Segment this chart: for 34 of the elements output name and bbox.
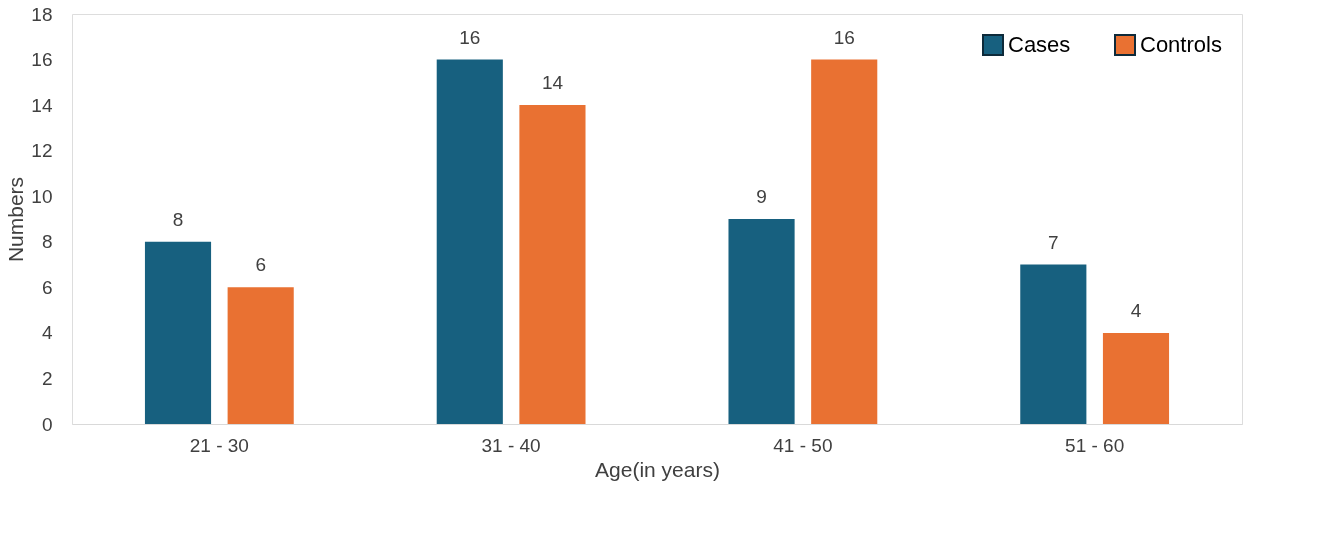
x-tick-label: 21 - 30 [189, 434, 249, 456]
bar [1020, 264, 1087, 424]
data-label: 16 [833, 26, 855, 48]
x-tick-label: 31 - 40 [481, 434, 541, 456]
bar [1102, 332, 1170, 424]
legend-label: Cases [1008, 32, 1071, 57]
data-label: 4 [1130, 299, 1142, 321]
data-label: 14 [541, 72, 564, 94]
y-tick-label: 12 [31, 140, 53, 162]
legend-label: Controls [1140, 32, 1222, 57]
y-tick-label: 14 [31, 94, 53, 116]
bar [519, 105, 586, 424]
y-tick-label: 16 [31, 49, 53, 71]
bar [227, 287, 294, 424]
data-label: 8 [172, 208, 184, 230]
y-tick-label: 6 [41, 276, 53, 298]
bar [436, 59, 503, 424]
y-tick-label: 2 [41, 367, 53, 389]
y-tick-label: 10 [31, 185, 53, 207]
x-tick-label: 41 - 50 [773, 434, 833, 456]
x-axis-title: Age(in years) [595, 457, 720, 481]
bar [144, 241, 212, 424]
data-label: 16 [459, 26, 481, 48]
y-tick-label: 4 [41, 322, 53, 344]
bar [728, 219, 795, 424]
data-label: 7 [1048, 231, 1059, 253]
data-label: 6 [255, 254, 266, 276]
y-tick-label: 0 [41, 413, 53, 435]
y-tick-label: 8 [41, 231, 53, 253]
bar [811, 59, 878, 424]
x-tick-label: 51 - 60 [1065, 434, 1125, 456]
y-axis-title: Numbers [4, 176, 28, 263]
y-tick-label: 18 [31, 3, 53, 25]
data-label: 9 [756, 186, 767, 207]
